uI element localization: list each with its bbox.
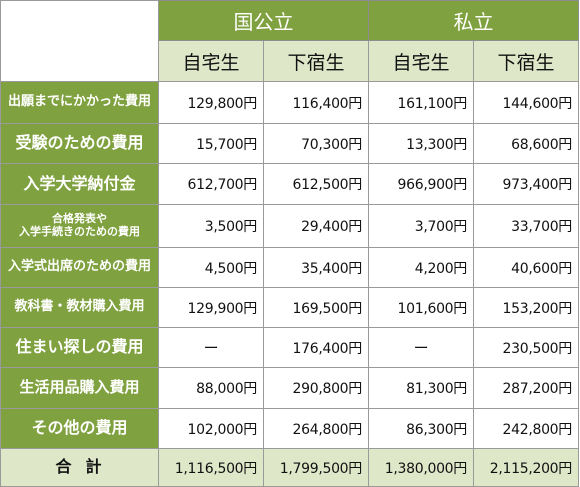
corner-cell bbox=[0, 0, 159, 82]
row-label: 入学大学納付金 bbox=[0, 163, 159, 205]
row-label: 合格発表や 入学手続きのための費用 bbox=[0, 204, 159, 248]
header-private-home: 自宅生 bbox=[368, 40, 474, 82]
header-public-home: 自宅生 bbox=[158, 40, 264, 82]
table-row: 住まい探しの費用 ー 176,400円 ー 230,500円 bbox=[0, 327, 579, 368]
cell-private-board: 973,400円 bbox=[473, 163, 579, 205]
cell-public-home: 129,900円 bbox=[158, 287, 264, 328]
cell-private-board: 153,200円 bbox=[473, 287, 579, 328]
sub-header-row: 自宅生 下宿生 自宅生 下宿生 bbox=[1, 40, 579, 82]
cell-public-board: 176,400円 bbox=[263, 327, 369, 368]
cell-private-home: 966,900円 bbox=[368, 163, 474, 205]
cell-private-board: 40,600円 bbox=[473, 247, 579, 288]
cell-public-board: 116,400円 bbox=[263, 81, 369, 124]
cell-public-home: 15,700円 bbox=[158, 123, 264, 164]
table-row: 受験のための費用 15,700円 70,300円 13,300円 68,600円 bbox=[0, 123, 579, 164]
cell-public-board: 35,400円 bbox=[263, 247, 369, 288]
cell-public-home: ー bbox=[158, 327, 264, 368]
total-label: 合計 bbox=[0, 448, 159, 487]
cell-private-board: 144,600円 bbox=[473, 81, 579, 124]
cell-private-home: ー bbox=[368, 327, 474, 368]
cell-private-home: 81,300円 bbox=[368, 367, 474, 409]
cell-public-board: 169,500円 bbox=[263, 287, 369, 328]
cell-public-board: 70,300円 bbox=[263, 123, 369, 164]
header-public-board: 下宿生 bbox=[263, 40, 369, 82]
row-label: その他の費用 bbox=[0, 408, 159, 449]
header-private: 私立 bbox=[368, 0, 579, 41]
row-label: 出願までにかかった費用 bbox=[0, 81, 159, 124]
total-private-board: 2,115,200円 bbox=[473, 448, 579, 487]
row-label: 教科書・教材購入費用 bbox=[0, 287, 159, 328]
cell-private-board: 230,500円 bbox=[473, 327, 579, 368]
total-row: 合計 1,116,500円 1,799,500円 1,380,000円 2,11… bbox=[0, 448, 579, 487]
cell-public-home: 102,000円 bbox=[158, 408, 264, 449]
row-label: 受験のための費用 bbox=[0, 123, 159, 164]
table-row: 入学大学納付金 612,700円 612,500円 966,900円 973,4… bbox=[0, 163, 579, 205]
total-public-board: 1,799,500円 bbox=[263, 448, 369, 487]
row-label: 入学式出席のための費用 bbox=[0, 247, 159, 288]
cell-public-board: 290,800円 bbox=[263, 367, 369, 409]
table-row: 合格発表や 入学手続きのための費用 3,500円 29,400円 3,700円 … bbox=[0, 204, 579, 248]
table-row: 出願までにかかった費用 129,800円 116,400円 161,100円 1… bbox=[0, 81, 579, 124]
cell-public-home: 4,500円 bbox=[158, 247, 264, 288]
table-row: その他の費用 102,000円 264,800円 86,300円 242,800… bbox=[0, 408, 579, 449]
table-row: 入学式出席のための費用 4,500円 35,400円 4,200円 40,600… bbox=[0, 247, 579, 288]
cell-private-home: 86,300円 bbox=[368, 408, 474, 449]
cell-private-home: 161,100円 bbox=[368, 81, 474, 124]
header-private-board: 下宿生 bbox=[473, 40, 579, 82]
cell-private-board: 287,200円 bbox=[473, 367, 579, 409]
header-public: 国公立 bbox=[158, 0, 369, 41]
row-label: 住まい探しの費用 bbox=[0, 327, 159, 368]
row-label-line2: 入学手続きのための費用 bbox=[19, 225, 140, 238]
row-label: 生活用品購入費用 bbox=[0, 367, 159, 409]
cell-private-home: 4,200円 bbox=[368, 247, 474, 288]
cell-private-board: 242,800円 bbox=[473, 408, 579, 449]
table-row: 教科書・教材購入費用 129,900円 169,500円 101,600円 15… bbox=[0, 287, 579, 328]
cell-private-home: 3,700円 bbox=[368, 204, 474, 248]
cell-public-board: 29,400円 bbox=[263, 204, 369, 248]
total-public-home: 1,116,500円 bbox=[158, 448, 264, 487]
total-private-home: 1,380,000円 bbox=[368, 448, 474, 487]
cell-private-board: 68,600円 bbox=[473, 123, 579, 164]
cell-public-board: 612,500円 bbox=[263, 163, 369, 205]
cell-public-home: 88,000円 bbox=[158, 367, 264, 409]
cell-public-home: 3,500円 bbox=[158, 204, 264, 248]
table-row: 生活用品購入費用 88,000円 290,800円 81,300円 287,20… bbox=[0, 367, 579, 409]
cell-public-board: 264,800円 bbox=[263, 408, 369, 449]
cell-public-home: 612,700円 bbox=[158, 163, 264, 205]
cell-private-home: 101,600円 bbox=[368, 287, 474, 328]
group-header-row: 国公立 私立 bbox=[0, 0, 579, 82]
cell-private-board: 33,700円 bbox=[473, 204, 579, 248]
row-label-line1: 合格発表や bbox=[52, 212, 107, 226]
cell-public-home: 129,800円 bbox=[158, 81, 264, 124]
cell-private-home: 13,300円 bbox=[368, 123, 474, 164]
